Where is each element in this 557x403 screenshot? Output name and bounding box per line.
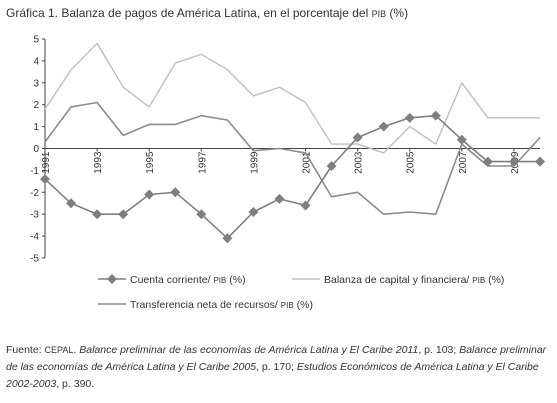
- x-tick-label: 2005: [406, 151, 417, 174]
- y-tick-label: -2: [30, 188, 39, 199]
- data-point-cuenta-corriente: [274, 193, 285, 204]
- data-point-cuenta-corriente: [118, 209, 129, 220]
- y-tick-label: -5: [30, 254, 39, 265]
- x-tick-label: 2001: [302, 151, 313, 174]
- data-point-cuenta-corriente: [482, 156, 493, 167]
- data-point-cuenta-corriente: [300, 200, 311, 211]
- data-point-cuenta-corriente: [40, 174, 50, 185]
- x-tick-label: 2007: [458, 151, 469, 174]
- data-point-cuenta-corriente: [196, 209, 207, 220]
- data-point-cuenta-corriente: [66, 198, 77, 209]
- data-point-cuenta-corriente: [352, 132, 363, 143]
- legend-label-cuenta-corriente: Cuenta corriente/ PIB (%): [130, 274, 246, 286]
- data-point-cuenta-corriente: [508, 156, 519, 167]
- data-point-cuenta-corriente: [456, 134, 467, 145]
- data-point-cuenta-corriente: [430, 110, 441, 121]
- data-point-cuenta-corriente: [222, 233, 233, 244]
- legend-label-balanza-capital: Balanza de capital y financiera/ PIB (%): [324, 274, 504, 286]
- legend-label-transferencia-neta: Transferencia neta de recursos/ PIB (%): [130, 299, 313, 311]
- series-line-cuenta-corriente: [44, 114, 540, 240]
- chart-source: Fuente: CEPAL. Balance preliminar de las…: [6, 344, 547, 390]
- chart-title: Gráfica 1. Balanza de pagos de América L…: [6, 6, 409, 20]
- y-tick-label: 5: [33, 35, 39, 46]
- y-tick-label: 0: [33, 144, 39, 155]
- x-tick-label: 1991: [41, 151, 52, 174]
- series-line-transferencia-neta: [44, 101, 541, 215]
- x-tick-label: 1997: [197, 151, 208, 174]
- data-point-cuenta-corriente: [378, 121, 389, 132]
- x-tick-label: 1995: [145, 151, 156, 174]
- data-point-cuenta-corriente: [144, 189, 155, 200]
- y-tick-label: -4: [30, 232, 39, 243]
- y-tick-label: -3: [30, 210, 39, 221]
- y-tick-label: -1: [30, 166, 39, 177]
- y-tick-label: 1: [33, 122, 39, 133]
- y-tick-label: 2: [33, 100, 39, 111]
- x-tick-label: 1993: [93, 151, 104, 174]
- data-point-cuenta-corriente: [92, 209, 103, 220]
- x-tick-label: 2003: [354, 151, 365, 174]
- data-point-cuenta-corriente: [170, 187, 181, 198]
- y-tick-label: 4: [33, 56, 39, 67]
- data-point-cuenta-corriente: [404, 112, 415, 123]
- series-line-balanza-capital: [44, 42, 540, 154]
- legend-marker-cuenta-corriente: [107, 274, 117, 284]
- data-point-cuenta-corriente: [535, 156, 545, 167]
- y-tick-label: 3: [33, 78, 39, 89]
- line-chart: 5 4 3 2 1 0 -1 -2 -3 -4 -5 1991 1993 1995 1997 1999 2001…: [30, 35, 545, 311]
- data-point-cuenta-corriente: [326, 161, 337, 172]
- data-point-cuenta-corriente: [248, 207, 259, 218]
- x-tick-label: 1999: [249, 151, 260, 174]
